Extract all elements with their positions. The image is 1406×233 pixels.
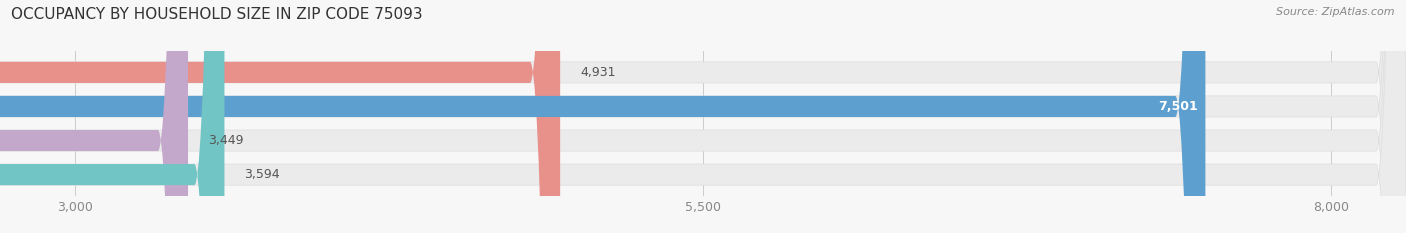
Text: 3,449: 3,449 bbox=[208, 134, 243, 147]
Text: 4,931: 4,931 bbox=[581, 66, 616, 79]
Text: 3,594: 3,594 bbox=[245, 168, 280, 181]
Text: Source: ZipAtlas.com: Source: ZipAtlas.com bbox=[1277, 7, 1395, 17]
FancyBboxPatch shape bbox=[0, 0, 188, 233]
FancyBboxPatch shape bbox=[0, 0, 225, 233]
FancyBboxPatch shape bbox=[0, 0, 1205, 233]
Text: OCCUPANCY BY HOUSEHOLD SIZE IN ZIP CODE 75093: OCCUPANCY BY HOUSEHOLD SIZE IN ZIP CODE … bbox=[11, 7, 423, 22]
FancyBboxPatch shape bbox=[0, 0, 560, 233]
Text: 7,501: 7,501 bbox=[1159, 100, 1198, 113]
